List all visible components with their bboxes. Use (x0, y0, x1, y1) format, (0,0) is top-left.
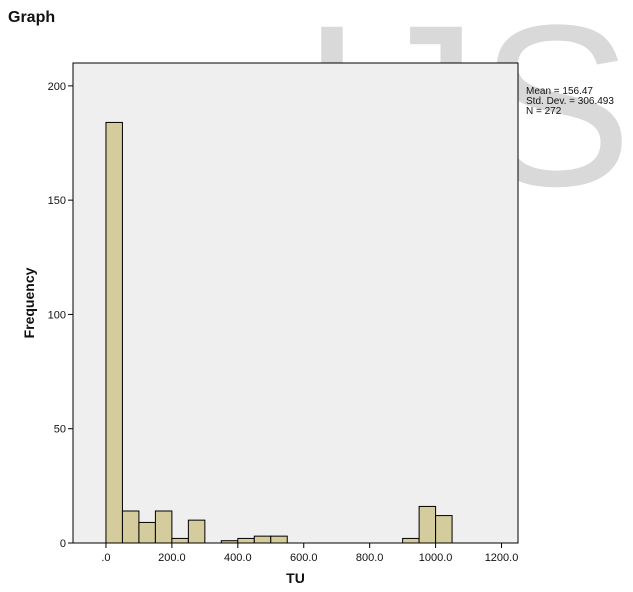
x-axis-label: TU (286, 570, 305, 586)
histogram-bar (220, 540, 239, 544)
histogram-bar (435, 515, 453, 544)
x-tick-label: 200.0 (158, 552, 186, 564)
histogram-bar (187, 519, 206, 544)
x-tick-label: 1000.0 (419, 552, 453, 564)
y-tick-label: 150 (48, 195, 66, 207)
stat-std-dev: Std. Dev. = 306.493 (526, 96, 614, 107)
histogram-bar (237, 537, 255, 544)
histogram-bar (402, 537, 420, 544)
y-tick-label: 50 (54, 424, 66, 436)
y-tick-label: 0 (60, 538, 66, 550)
histogram-bar (270, 535, 288, 544)
histogram-bar (121, 510, 140, 544)
histogram-bar (171, 537, 189, 544)
stat-n: N = 272 (526, 106, 562, 117)
stat-mean: Mean = 156.47 (526, 86, 593, 97)
y-axis-label: Frequency (21, 267, 37, 338)
histogram-bar (138, 521, 156, 544)
y-tick-label: 100 (48, 309, 66, 321)
y-tick-label: 200 (48, 81, 66, 93)
histogram-bar (154, 510, 173, 544)
x-tick-label: 400.0 (224, 552, 252, 564)
x-tick-label: 800.0 (356, 552, 384, 564)
x-tick-label: 600.0 (290, 552, 318, 564)
plot-area (72, 62, 519, 544)
histogram-bar (253, 535, 272, 544)
page-title: Graph (8, 9, 56, 26)
histogram-bar (105, 121, 123, 544)
stats-box: Mean = 156.47 Std. Dev. = 306.493 N = 27… (526, 87, 614, 117)
x-tick-label: 1200.0 (485, 552, 519, 564)
histogram-bar (418, 505, 437, 544)
x-tick-label: .0 (101, 552, 110, 564)
